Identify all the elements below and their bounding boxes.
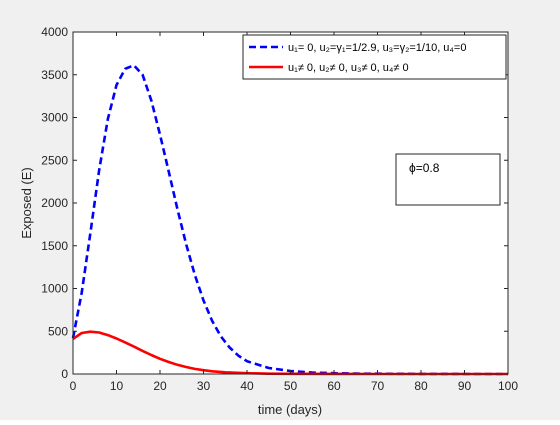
x-tick-label: 60: [327, 379, 341, 393]
y-tick-label: 0: [61, 367, 68, 381]
x-axis-label: time (days): [258, 402, 322, 417]
annotation-text: ϕ=0.8: [409, 161, 440, 175]
y-tick-label: 2500: [41, 153, 68, 167]
x-tick-label: 0: [70, 379, 77, 393]
y-axis-label: Exposed (E): [19, 167, 34, 239]
x-tick-label: 100: [498, 379, 518, 393]
y-tick-label: 500: [48, 324, 68, 338]
annotation-box: ϕ=0.8: [395, 153, 501, 206]
y-tick-label: 1500: [41, 239, 68, 253]
y-tick-label: 3500: [41, 68, 68, 82]
x-tick-label: 70: [371, 379, 385, 393]
x-tick-label: 90: [458, 379, 472, 393]
legend: u₁= 0, u₂=γ₁=1/2.9, u₃=γ₂=1/10, u₄=0 u₁≠ …: [242, 34, 507, 80]
y-tick-label: 1000: [41, 282, 68, 296]
x-tick-label: 30: [197, 379, 211, 393]
x-tick-label: 20: [153, 379, 167, 393]
y-tick-label: 2000: [41, 196, 68, 210]
y-tick-label: 3000: [41, 111, 68, 125]
legend-entry-1: u₁= 0, u₂=γ₁=1/2.9, u₃=γ₂=1/10, u₄=0: [288, 42, 466, 54]
x-tick-label: 50: [284, 379, 298, 393]
ticks-layer: 0 10 20 30 40 50 60 70 80 90 100050010001500200025…: [41, 25, 518, 393]
x-tick-label: 10: [110, 379, 124, 393]
legend-box: [242, 34, 507, 80]
legend-entry-2: u₁≠ 0, u₂≠ 0, u₃≠ 0, u₄≠ 0: [288, 62, 409, 74]
y-tick-label: 4000: [41, 25, 68, 39]
x-tick-label: 80: [414, 379, 428, 393]
x-tick-label: 40: [240, 379, 254, 393]
annotation-frame: [395, 153, 501, 206]
